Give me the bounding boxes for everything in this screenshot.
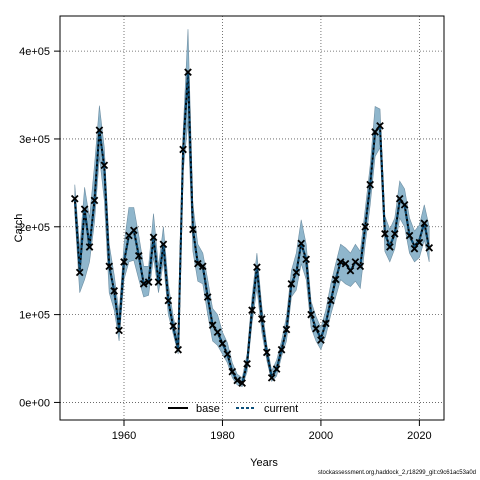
observed-point [371, 128, 379, 136]
observed-point [184, 68, 192, 77]
observed-point [85, 243, 94, 251]
observed-point [272, 365, 281, 373]
observed-point [420, 219, 429, 228]
observed-point [134, 251, 143, 260]
observed-point [100, 161, 109, 170]
observed-point [356, 262, 365, 271]
observed-point [302, 255, 310, 264]
observed-point [381, 229, 389, 238]
observed-point [390, 229, 399, 238]
observed-point [90, 196, 99, 205]
observed-point [208, 321, 217, 329]
observed-point [233, 376, 242, 385]
observed-markers [70, 68, 434, 387]
observed-point [223, 350, 232, 358]
y-tick-label: 3e+05 [19, 134, 50, 146]
observed-point [253, 263, 261, 272]
y-axis-label: Catch [13, 214, 25, 243]
observed-point [243, 359, 251, 368]
observed-point [218, 339, 227, 348]
observed-point [361, 222, 370, 231]
observed-point [95, 126, 104, 135]
observed-point [194, 259, 202, 268]
observed-point [292, 268, 301, 277]
observed-point [80, 205, 89, 214]
observed-point [376, 121, 384, 130]
observed-point [326, 296, 335, 305]
observed-point [238, 379, 246, 387]
observed-point [75, 268, 84, 277]
observed-point [139, 280, 148, 288]
observed-point [312, 324, 320, 333]
legend-current-label: current [264, 403, 298, 415]
observed-point [322, 319, 330, 328]
observed-point [386, 243, 394, 251]
observed-point [198, 262, 207, 271]
observed-point [174, 345, 182, 354]
footer-note: stockassessment.org,haddock_2,r18299_git… [317, 470, 476, 476]
y-axis: 0e+00 1e+05 2e+05 3e+05 4e+05 [19, 46, 60, 409]
observed-point [105, 262, 114, 271]
observed-point [366, 180, 374, 189]
observed-point [179, 145, 187, 154]
x-tick-label: 1980 [210, 430, 234, 442]
observed-point [395, 194, 404, 203]
observed-point [189, 225, 197, 234]
observed-point [341, 259, 350, 268]
observed-point [213, 328, 222, 337]
observed-point [331, 275, 340, 284]
observed-point [228, 367, 237, 376]
observed-point [400, 200, 409, 209]
observed-point [267, 374, 276, 382]
x-tick-label: 2000 [309, 430, 333, 442]
observed-point [164, 296, 173, 305]
observed-point [317, 336, 325, 344]
x-tick-label: 1960 [112, 430, 136, 442]
observed-point [159, 240, 168, 249]
y-tick-label: 4e+05 [19, 46, 50, 58]
observed-point [144, 278, 153, 286]
observed-point [297, 239, 306, 248]
observed-point [130, 226, 138, 235]
observed-point [415, 238, 424, 247]
observed-point [149, 233, 158, 242]
observed-point [346, 266, 355, 275]
x-tick-label: 2020 [407, 430, 431, 442]
observed-point [203, 293, 212, 301]
observed-point [336, 258, 345, 266]
x-axis-label: Years [250, 457, 278, 469]
observed-point [248, 306, 256, 315]
observed-point [70, 194, 79, 203]
observed-point [258, 315, 266, 323]
observed-point [282, 325, 291, 334]
y-tick-label: 0e+00 [19, 397, 50, 409]
observed-point [277, 345, 286, 354]
observed-point [120, 258, 128, 266]
observed-point [169, 322, 178, 330]
y-tick-label: 1e+05 [19, 310, 50, 322]
observed-point [410, 244, 419, 253]
y-tick-label: 2e+05 [19, 222, 50, 234]
observed-point [307, 310, 315, 319]
observed-point [154, 278, 163, 286]
observed-point [405, 231, 414, 240]
observed-point [262, 348, 271, 357]
observed-point [425, 244, 434, 252]
legend: base current [168, 403, 298, 415]
legend-base-label: base [196, 403, 220, 415]
observed-point [110, 287, 118, 295]
observed-point [115, 326, 123, 335]
observed-point [287, 280, 296, 288]
x-axis: 1960 1980 2000 2020 [112, 420, 432, 442]
plot-frame [59, 15, 445, 421]
